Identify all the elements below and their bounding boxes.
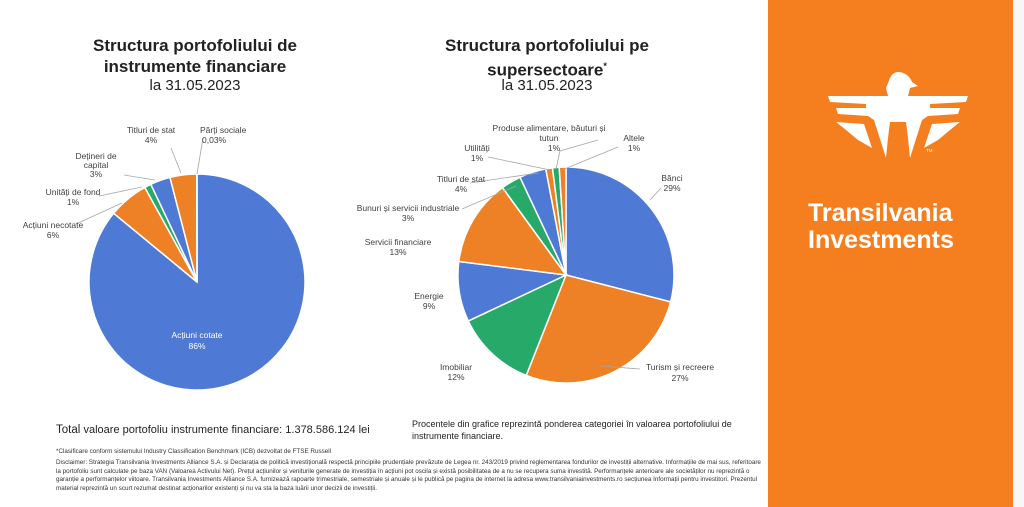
right-title-line-1: Structura portofoliului pe	[445, 36, 649, 55]
leader-line-banci	[649, 187, 662, 201]
leader-line-unitati	[98, 186, 143, 197]
brand-tm: TM	[926, 148, 933, 153]
value-actiuni-cotate: 86%	[188, 341, 205, 351]
value-utilitati: 1%	[471, 153, 484, 163]
label-alimentare-1: Produse alimentare, băuturi și	[493, 123, 606, 133]
label-altele: Altele	[623, 133, 645, 143]
label-alimentare-2: tutun	[540, 133, 559, 143]
value-alimentare: 1%	[548, 143, 561, 153]
value-turism: 27%	[671, 373, 688, 383]
left-title-line-2: instrumente financiare	[103, 57, 287, 76]
label-utilitati: Utilități	[464, 143, 490, 153]
disclaimer: Disclaimer: Strategia Transilvania Inves…	[56, 459, 761, 492]
left-pie-chart: Părți sociale 0,03% Titluri de stat 4% D…	[23, 123, 714, 391]
total-prefix: Total	[56, 424, 81, 436]
right-title-line-2: supersectoare	[487, 60, 604, 80]
pie-slice-pie-right-2	[467, 273, 568, 377]
value-bunuri: 3%	[402, 213, 415, 223]
right-chart-title: Structura portofoliului pe supersectoare…	[412, 35, 682, 81]
total-portfolio-value: Total valoare portofoliu instrumente fin…	[56, 424, 370, 436]
brand-name: Transilvania Investments	[808, 200, 954, 254]
pie-slice-pie-right-1	[525, 274, 672, 384]
leader-line-altele	[561, 146, 619, 171]
label-titluri-de-stat-r: Titluri de stat	[437, 174, 486, 184]
value-detineri: 3%	[90, 169, 103, 179]
value-energie: 9%	[423, 301, 436, 311]
value-titluri-de-stat: 4%	[145, 135, 158, 145]
right-chart-date: la 31.05.2023	[501, 77, 593, 94]
label-servicii-financiare: Servicii financiare	[365, 237, 432, 247]
pie-slice-pie-right-9	[558, 166, 567, 276]
label-titluri-de-stat: Titluri de stat	[127, 125, 176, 135]
label-partisociale: Părți sociale	[200, 125, 247, 135]
label-detineri-2: capital	[84, 160, 109, 170]
left-chart-date: la 31.05.2023	[149, 77, 241, 94]
left-pie-slices	[88, 173, 306, 391]
label-bunuri: Bunuri și servicii industriale	[357, 203, 460, 213]
leader-line-titluri-r	[469, 172, 539, 184]
right-edge-panel	[1013, 0, 1024, 507]
leader-line-alimentare	[555, 139, 599, 170]
leader-line-bunuri	[461, 185, 517, 210]
leader-line-necotate	[75, 202, 123, 225]
icb-footnote: *Clasificare conform sistemului Industry…	[56, 448, 332, 455]
value-actiuni-necotate: 6%	[47, 230, 60, 240]
right-title-asterisk: *	[603, 61, 607, 71]
pie-slice-pie-right-0	[565, 166, 675, 303]
left-chart-title: Structura portofoliului de instrumente f…	[60, 35, 330, 77]
label-unitati-de-fond: Unități de fond	[46, 187, 101, 197]
value-banci: 29%	[663, 183, 680, 193]
percentage-note: Procentele din grafice reprezintă ponder…	[412, 419, 732, 441]
leader-line-turism	[599, 365, 641, 370]
value-imobiliar: 12%	[447, 372, 464, 382]
leader-line-titluri	[170, 147, 182, 174]
brand-line-1: Transilvania	[808, 199, 953, 227]
label-actiuni-necotate: Acțiuni necotate	[23, 220, 84, 230]
right-pie-slices	[457, 166, 675, 384]
eagle-logo-icon: TM	[828, 72, 968, 158]
label-detineri-1: Dețineri de	[75, 151, 116, 161]
leader-line-partisociale	[196, 137, 204, 175]
label-turism: Turism și recreere	[646, 362, 714, 372]
label-imobiliar: Imobiliar	[440, 362, 472, 372]
leader-line-utilitati	[487, 156, 551, 171]
label-energie: Energie	[414, 291, 444, 301]
value-partisociale: 0,03%	[202, 135, 227, 145]
value-unitati-de-fond: 1%	[67, 197, 80, 207]
brand-line-2: Investments	[808, 226, 954, 254]
pie-slice-pie-right-4	[458, 186, 568, 276]
left-title-line-1: Structura portofoliului de	[93, 36, 297, 55]
label-banci: Bănci	[661, 173, 682, 183]
value-servicii-financiare: 13%	[389, 247, 406, 257]
total-text: valoare portofoliu instrumente financiar…	[83, 424, 370, 436]
value-altele: 1%	[628, 143, 641, 153]
label-actiuni-cotate: Acțiuni cotate	[171, 330, 222, 340]
leader-line-detineri	[123, 174, 156, 181]
value-titluri-de-stat-r: 4%	[455, 184, 468, 194]
